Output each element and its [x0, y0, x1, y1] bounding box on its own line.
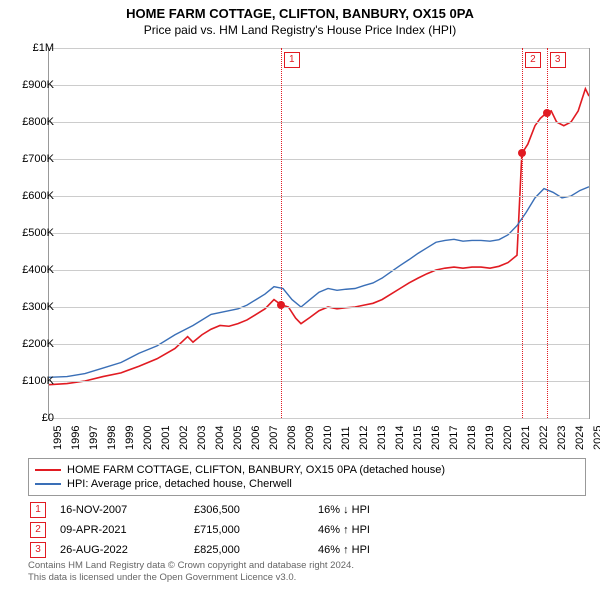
x-tick-label: 2002: [178, 426, 190, 450]
x-tick-label: 2000: [142, 426, 154, 450]
x-tick-label: 2021: [520, 426, 532, 450]
x-tick-label: 1995: [52, 426, 64, 450]
transaction-vline: [522, 48, 523, 418]
y-tick-label: £400K: [14, 264, 54, 276]
x-tick-label: 2018: [466, 426, 478, 450]
x-tick-label: 2010: [322, 426, 334, 450]
x-tick-label: 2023: [556, 426, 568, 450]
transaction-delta: 16% ↓ HPI: [318, 504, 428, 516]
transaction-marker: 3: [550, 52, 566, 68]
x-tick-label: 2004: [214, 426, 226, 450]
transaction-price: £715,000: [194, 524, 304, 536]
gridline: [49, 85, 589, 86]
x-tick-label: 2007: [268, 426, 280, 450]
x-tick-label: 2019: [484, 426, 496, 450]
legend-label: HOME FARM COTTAGE, CLIFTON, BANBURY, OX1…: [67, 464, 445, 476]
chart-plot-area: 1 23: [48, 48, 590, 419]
gridline: [49, 122, 589, 123]
transaction-dot: [543, 109, 551, 117]
gridline: [49, 196, 589, 197]
x-tick-label: 2025: [592, 426, 600, 450]
transaction-date: 26-AUG-2022: [60, 544, 180, 556]
series-property: [49, 89, 589, 385]
x-tick-label: 2009: [304, 426, 316, 450]
gridline: [49, 307, 589, 308]
legend: HOME FARM COTTAGE, CLIFTON, BANBURY, OX1…: [28, 458, 586, 496]
gridline: [49, 159, 589, 160]
transaction-row: 2 09-APR-2021 £715,000 46% ↑ HPI: [28, 520, 572, 540]
y-tick-label: £300K: [14, 301, 54, 313]
x-tick-label: 2006: [250, 426, 262, 450]
x-tick-label: 2020: [502, 426, 514, 450]
transaction-dot: [518, 149, 526, 157]
x-tick-label: 2012: [358, 426, 370, 450]
gridline: [49, 418, 589, 419]
x-tick-label: 2014: [394, 426, 406, 450]
transaction-date: 16-NOV-2007: [60, 504, 180, 516]
y-tick-label: £200K: [14, 338, 54, 350]
transaction-table: 1 16-NOV-2007 £306,500 16% ↓ HPI 2 09-APR-202…: [28, 500, 572, 560]
x-tick-label: 1996: [70, 426, 82, 450]
x-tick-label: 1997: [88, 426, 100, 450]
legend-swatch: [35, 483, 61, 485]
x-tick-label: 2016: [430, 426, 442, 450]
transaction-marker: 1: [284, 52, 300, 68]
transaction-row-marker: 1: [30, 502, 46, 518]
y-tick-label: £100K: [14, 375, 54, 387]
y-tick-label: £600K: [14, 190, 54, 202]
legend-row: HOME FARM COTTAGE, CLIFTON, BANBURY, OX1…: [35, 463, 579, 477]
y-tick-label: £1M: [14, 42, 54, 54]
x-tick-label: 2024: [574, 426, 586, 450]
gridline: [49, 344, 589, 345]
x-tick-label: 2022: [538, 426, 550, 450]
transaction-date: 09-APR-2021: [60, 524, 180, 536]
y-tick-label: £900K: [14, 79, 54, 91]
footer-line-2: This data is licensed under the Open Gov…: [28, 572, 296, 583]
transaction-row: 3 26-AUG-2022 £825,000 46% ↑ HPI: [28, 540, 572, 560]
x-tick-label: 1998: [106, 426, 118, 450]
transaction-delta: 46% ↑ HPI: [318, 544, 428, 556]
chart-title: HOME FARM COTTAGE, CLIFTON, BANBURY, OX1…: [0, 0, 600, 21]
transaction-row-marker: 2: [30, 522, 46, 538]
transaction-row-marker: 3: [30, 542, 46, 558]
x-tick-label: 2005: [232, 426, 244, 450]
legend-label: HPI: Average price, detached house, Cher…: [67, 478, 292, 490]
transaction-dot: [277, 301, 285, 309]
transaction-row: 1 16-NOV-2007 £306,500 16% ↓ HPI: [28, 500, 572, 520]
transaction-price: £825,000: [194, 544, 304, 556]
gridline: [49, 381, 589, 382]
x-tick-label: 2013: [376, 426, 388, 450]
gridline: [49, 233, 589, 234]
gridline: [49, 270, 589, 271]
series-hpi: [49, 187, 589, 378]
transaction-marker: 2: [525, 52, 541, 68]
x-tick-label: 2003: [196, 426, 208, 450]
x-tick-label: 2015: [412, 426, 424, 450]
x-tick-label: 2001: [160, 426, 172, 450]
x-tick-label: 2017: [448, 426, 460, 450]
transaction-vline: [547, 48, 548, 418]
transaction-price: £306,500: [194, 504, 304, 516]
footer-attribution: Contains HM Land Registry data © Crown c…: [28, 560, 572, 584]
y-tick-label: £500K: [14, 227, 54, 239]
legend-row: HPI: Average price, detached house, Cher…: [35, 477, 579, 491]
y-tick-label: £800K: [14, 116, 54, 128]
transaction-delta: 46% ↑ HPI: [318, 524, 428, 536]
gridline: [49, 48, 589, 49]
x-tick-label: 1999: [124, 426, 136, 450]
x-tick-label: 2011: [340, 426, 352, 450]
footer-line-1: Contains HM Land Registry data © Crown c…: [28, 560, 354, 571]
legend-swatch: [35, 469, 61, 471]
transaction-vline: [281, 48, 282, 418]
y-tick-label: £700K: [14, 153, 54, 165]
y-tick-label: £0: [14, 412, 54, 424]
chart-subtitle: Price paid vs. HM Land Registry's House …: [0, 21, 600, 37]
x-tick-label: 2008: [286, 426, 298, 450]
